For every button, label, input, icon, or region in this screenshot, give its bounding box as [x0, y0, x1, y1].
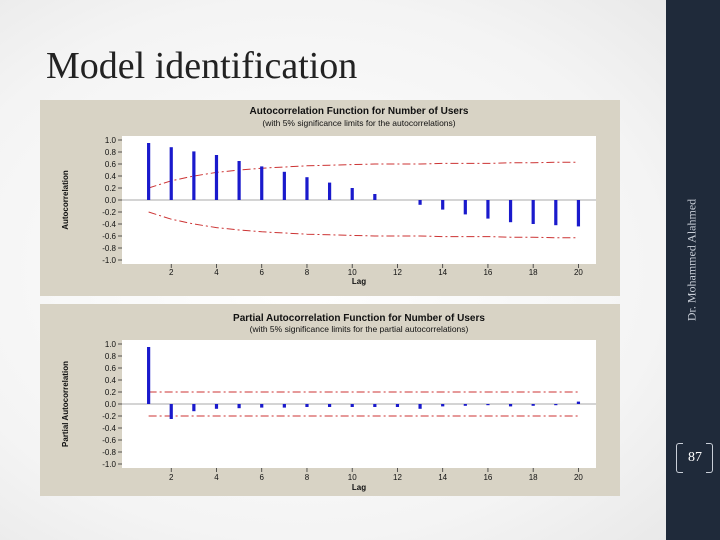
lag-bar: [395, 404, 400, 407]
y-tick-label: 0.4: [105, 376, 117, 385]
x-tick-label: 12: [393, 268, 402, 277]
y-tick-label: -0.4: [102, 220, 116, 229]
y-tick-label: -0.8: [102, 448, 116, 457]
pacf-chart: Partial Autocorrelation Function for Num…: [40, 304, 620, 496]
y-tick-label: -0.6: [102, 436, 116, 445]
y-tick-label: 0.2: [105, 184, 117, 193]
lag-bar: [508, 200, 513, 223]
y-tick-label: -1.0: [102, 460, 116, 469]
x-tick-label: 8: [305, 473, 310, 482]
y-tick-label: -0.6: [102, 232, 116, 241]
lag-bar: [441, 200, 445, 210]
chart-subtitle: (with 5% significance limits for the par…: [250, 324, 469, 334]
lag-bar: [486, 200, 490, 219]
lag-bar: [192, 151, 196, 200]
slide-title: Model identification: [46, 45, 358, 87]
lag-bar: [418, 200, 422, 205]
lag-bar: [169, 404, 173, 419]
lag-bar: [282, 404, 286, 408]
y-tick-label: -0.2: [102, 412, 116, 421]
lag-bar: [373, 194, 377, 200]
lag-bar: [305, 177, 309, 200]
y-tick-label: 0.0: [105, 400, 117, 409]
lag-bar: [147, 143, 151, 200]
x-tick-label: 6: [260, 268, 265, 277]
y-axis-label: Autocorrelation: [61, 170, 70, 230]
x-tick-label: 20: [574, 473, 583, 482]
x-axis-label: Lag: [352, 483, 366, 492]
page-number: 87: [688, 450, 702, 465]
lag-bar: [350, 404, 354, 407]
lag-bar: [147, 347, 151, 404]
chart-title: Partial Autocorrelation Function for Num…: [233, 313, 485, 324]
x-tick-label: 14: [438, 473, 447, 482]
x-tick-label: 14: [438, 268, 447, 277]
lag-bar: [350, 188, 354, 200]
lag-bar: [260, 166, 264, 200]
pacf-chart-svg: Partial Autocorrelation Function for Num…: [61, 313, 596, 492]
lag-bar: [282, 171, 286, 200]
lag-bar: [554, 404, 558, 406]
x-tick-label: 16: [483, 473, 492, 482]
lag-bar: [327, 404, 332, 407]
lag-bar: [305, 404, 309, 407]
y-tick-label: 0.6: [105, 160, 117, 169]
x-tick-label: 2: [169, 473, 174, 482]
chart-title: Autocorrelation Function for Number of U…: [250, 106, 469, 117]
y-tick-label: -0.4: [102, 424, 116, 433]
x-tick-label: 12: [393, 473, 402, 482]
y-tick-label: -0.8: [102, 244, 116, 253]
y-axis-label: Partial Autocorrelation: [61, 361, 70, 447]
x-tick-label: 4: [214, 473, 219, 482]
x-tick-label: 2: [169, 268, 174, 277]
lag-bar: [327, 182, 332, 200]
x-tick-label: 8: [305, 268, 310, 277]
lag-bar: [576, 401, 581, 404]
y-tick-label: 0.8: [105, 148, 117, 157]
lag-bar: [531, 200, 535, 224]
acf-chart: Autocorrelation Function for Number of U…: [40, 100, 620, 296]
lag-bar: [418, 404, 422, 409]
y-tick-label: 0.4: [105, 172, 117, 181]
lag-bar: [486, 404, 490, 406]
lag-bar: [214, 404, 219, 409]
acf-chart-svg: Autocorrelation Function for Number of U…: [61, 106, 596, 286]
lag-bar: [214, 155, 219, 200]
x-tick-label: 20: [574, 268, 583, 277]
right-sidebar: [666, 0, 720, 540]
lag-bar: [237, 161, 241, 200]
page-number-bracket-left: [676, 443, 683, 473]
x-tick-label: 6: [260, 473, 265, 482]
x-axis-label: Lag: [352, 277, 366, 286]
y-tick-label: 1.0: [105, 340, 117, 349]
lag-bar: [508, 404, 513, 407]
lag-bar: [373, 404, 377, 407]
y-tick-label: 1.0: [105, 136, 117, 145]
lag-bar: [576, 200, 581, 227]
x-tick-label: 4: [214, 268, 219, 277]
x-tick-label: 18: [529, 473, 538, 482]
lag-bar: [554, 200, 558, 226]
chart-subtitle: (with 5% significance limits for the aut…: [262, 118, 455, 128]
x-tick-label: 18: [529, 268, 538, 277]
lag-bar: [441, 404, 445, 407]
lag-bar: [237, 404, 241, 409]
y-tick-label: 0.8: [105, 352, 117, 361]
y-tick-label: 0.0: [105, 196, 117, 205]
lag-bar: [531, 404, 535, 406]
y-tick-label: 0.6: [105, 364, 117, 373]
x-tick-label: 10: [348, 268, 357, 277]
lag-bar: [169, 147, 173, 200]
lag-bar: [260, 404, 264, 408]
x-tick-label: 10: [348, 473, 357, 482]
y-tick-label: -1.0: [102, 256, 116, 265]
lag-bar: [463, 404, 467, 406]
lag-bar: [463, 200, 467, 215]
lag-bar: [192, 404, 196, 412]
page-number-bracket-right: [706, 443, 713, 473]
x-tick-label: 16: [483, 268, 492, 277]
y-tick-label: 0.2: [105, 388, 117, 397]
y-tick-label: -0.2: [102, 208, 116, 217]
author-name: Dr. Mohammed Alahmed: [684, 198, 699, 322]
